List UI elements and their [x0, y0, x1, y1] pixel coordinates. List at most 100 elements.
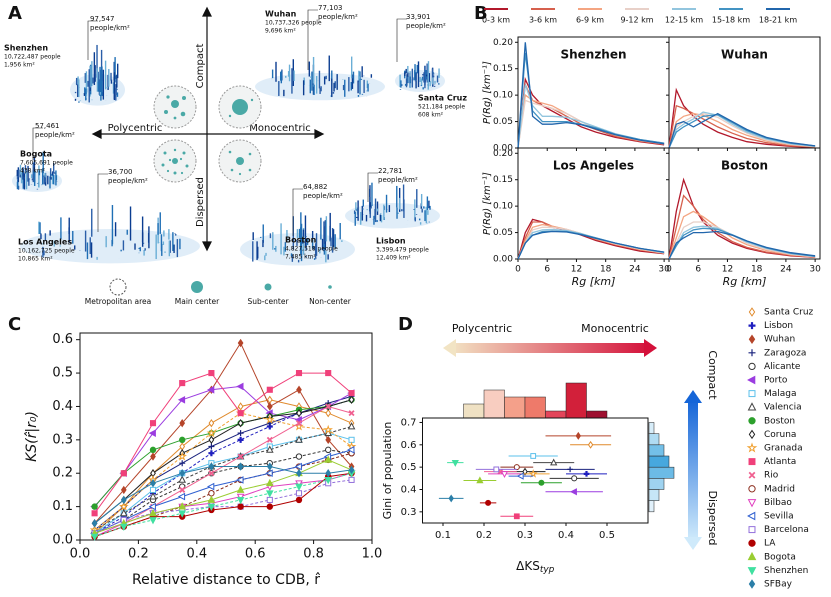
hist-bar [648, 444, 665, 457]
marker [266, 503, 273, 510]
density-unit: people/km² [35, 131, 75, 139]
legend-label: Boston [764, 416, 795, 426]
marker [177, 395, 186, 404]
marker [324, 477, 333, 485]
peak-density: 36,700 [108, 168, 133, 176]
marker [348, 476, 355, 483]
hist-bar [648, 455, 670, 468]
y-tick-label: 0.5 [52, 366, 73, 381]
marker [265, 478, 274, 487]
marker [266, 496, 273, 503]
arrow-head [443, 339, 456, 357]
marker [148, 502, 156, 511]
marker [178, 502, 187, 510]
marker [179, 442, 186, 451]
city-name: Boston [285, 236, 317, 245]
marker [522, 467, 528, 476]
marker [295, 370, 303, 377]
x-tick-label: 0.2 [476, 530, 492, 541]
axis-label: Compact [195, 44, 206, 89]
city-population: 521,184 people [418, 104, 465, 111]
x-tick-label: 30 [809, 265, 821, 275]
marker [265, 490, 274, 498]
city-name: Santa Cruz [418, 94, 467, 103]
city-area: 7,485 km² [285, 254, 316, 261]
marker [236, 382, 244, 391]
marker [120, 485, 127, 495]
marker [451, 459, 459, 467]
marker [120, 470, 127, 477]
line-series [94, 426, 352, 531]
marker [485, 499, 492, 506]
marker [476, 476, 484, 484]
x-tick-label: 0.3 [517, 530, 533, 541]
line-series [94, 399, 352, 524]
marker [266, 386, 273, 393]
marker [237, 462, 244, 471]
legend-label: Malaga [764, 389, 797, 399]
marker [208, 462, 215, 471]
legend-label: Granada [764, 444, 803, 454]
hist-bar [586, 410, 608, 419]
marker [570, 488, 577, 496]
line-series [668, 210, 816, 260]
y-tick-label: 0.4 [52, 399, 73, 414]
marker [324, 455, 333, 463]
city-footprint [345, 203, 440, 229]
marker [448, 494, 454, 503]
marker [265, 414, 275, 424]
legend-marker [746, 442, 758, 453]
legend-label: Bogota [764, 552, 796, 562]
marker [208, 470, 215, 477]
marker [295, 420, 303, 427]
line-series [94, 372, 352, 514]
legend-label: Coruna [764, 430, 796, 440]
legend-label: Santa Cruz [764, 308, 814, 318]
hist-bar [648, 478, 665, 490]
line-series [94, 472, 352, 538]
x-tick-label: 0.0 [70, 547, 91, 562]
marker [294, 462, 302, 471]
city-area: 9,696 km² [265, 28, 296, 35]
marker [325, 408, 332, 418]
city-area: 10,865 km² [18, 256, 53, 263]
marker [296, 385, 302, 394]
x-tick-label: 0.4 [558, 530, 574, 541]
marker [207, 482, 215, 491]
line-series [517, 84, 665, 149]
density-unit: people/km² [318, 13, 358, 21]
marker [207, 385, 215, 394]
plot-frame [79, 332, 373, 541]
marker [323, 424, 333, 434]
legend-marker [747, 511, 756, 521]
legend-label: 3-6 km [529, 16, 557, 25]
y-tick-label: 0.3 [52, 432, 73, 447]
panel-letter: C [8, 314, 21, 335]
legend-marker [748, 579, 756, 589]
line-series [668, 112, 816, 149]
density-unit: people/km² [303, 192, 343, 200]
line-series [668, 177, 816, 260]
marker [528, 469, 538, 478]
y-tick-label: 0.10 [493, 202, 513, 212]
marker [266, 402, 273, 411]
y-tick-label: 0.6 [52, 332, 73, 347]
axis-label: Polycentric [108, 123, 163, 134]
marker [236, 476, 244, 484]
y-tick-label: 0.5 [401, 462, 417, 473]
marker [179, 460, 186, 467]
marker [149, 517, 157, 525]
line-series [668, 112, 816, 149]
legend-label: 12-15 km [665, 16, 703, 25]
marker [567, 466, 573, 473]
legend-label: Bilbao [764, 498, 792, 508]
line-series [517, 82, 665, 149]
legend-marker [748, 526, 756, 534]
legend-label: LA [764, 539, 776, 549]
y-tick-label: 0.2 [52, 466, 73, 481]
legend-label: Shenzhen [764, 566, 808, 576]
marker [325, 446, 332, 454]
legend-label: 15-18 km [712, 16, 750, 25]
x-axis-label: Rg [km] [572, 275, 616, 288]
peak-density: 97,547 [90, 15, 115, 23]
